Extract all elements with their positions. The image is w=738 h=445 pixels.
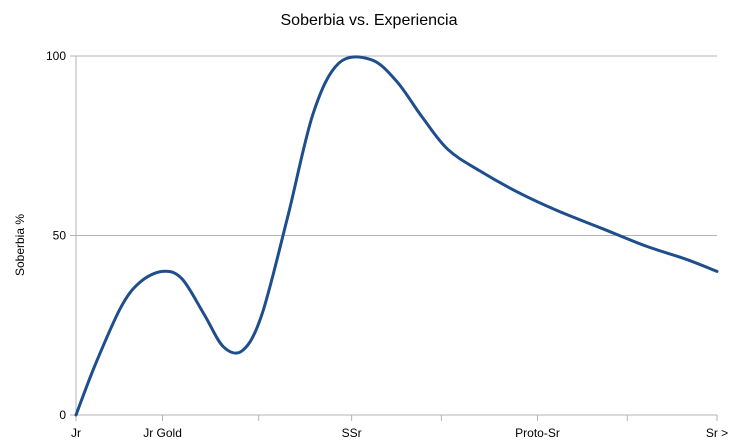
y-tick-label: 100 (46, 49, 66, 63)
series-line (74, 55, 719, 417)
axis-ticks: 0 50 100 Jr Jr Gold SSr Proto-Sr Sr > (46, 49, 728, 440)
x-tick-label: Sr > (706, 426, 728, 440)
series-layer (74, 55, 719, 417)
x-tick-label: SSr (342, 426, 362, 440)
y-tick-label: 50 (53, 229, 67, 243)
x-tick-label: Jr (71, 426, 81, 440)
x-tick-label: Jr Gold (143, 426, 182, 440)
x-tick-label: Proto-Sr (515, 426, 560, 440)
chart-title: Soberbia vs. Experiencia (280, 12, 458, 29)
gridlines (76, 55, 717, 236)
y-tick-label: 0 (59, 408, 66, 422)
